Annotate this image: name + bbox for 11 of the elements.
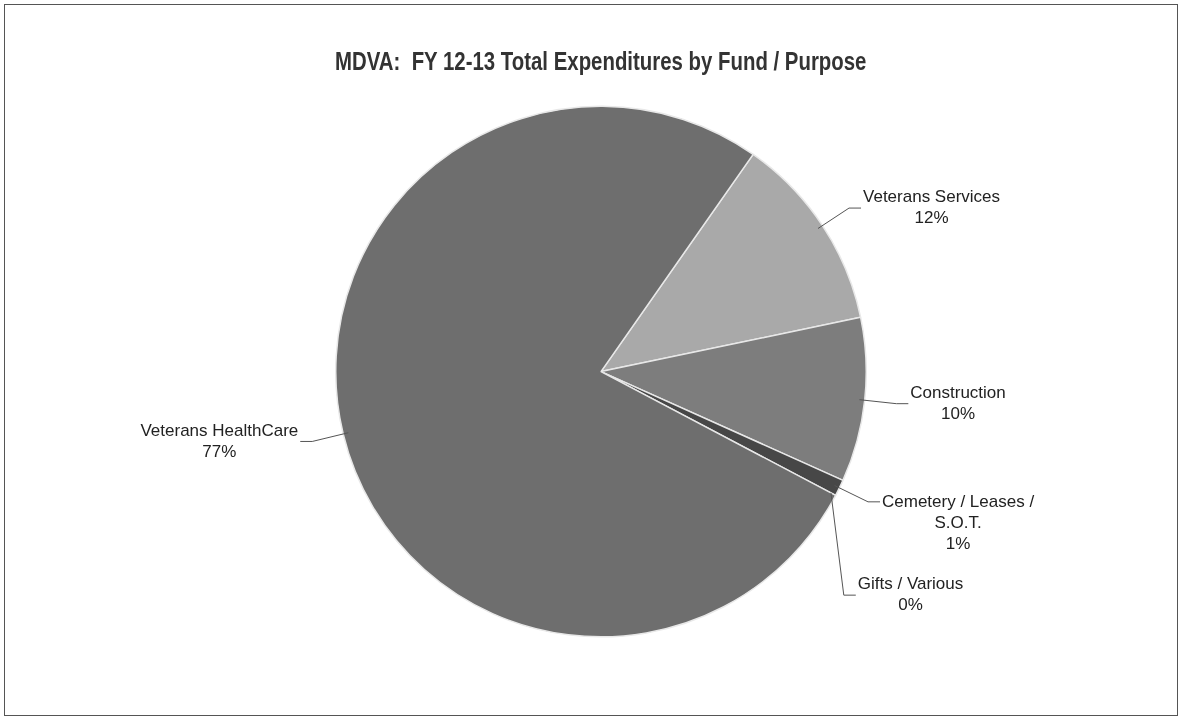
data-label: 12% bbox=[914, 208, 949, 228]
slice-label: Veterans HealthCare bbox=[140, 420, 299, 440]
category-label: Gifts / Various bbox=[857, 574, 964, 594]
data-label: 77% bbox=[202, 441, 237, 461]
slice-label: Cemetery / Leases / S.O.T. bbox=[882, 491, 1035, 532]
data-label: 10% bbox=[941, 403, 976, 423]
slice-label: Construction bbox=[910, 382, 1006, 402]
slice-label: Veterans Services bbox=[863, 187, 1001, 207]
text: 0% bbox=[898, 595, 923, 615]
chart-title: MDVA: FY 12-13 Total Expenditures by Fund / Purpose bbox=[335, 46, 867, 76]
data-label: 1% bbox=[945, 533, 971, 553]
